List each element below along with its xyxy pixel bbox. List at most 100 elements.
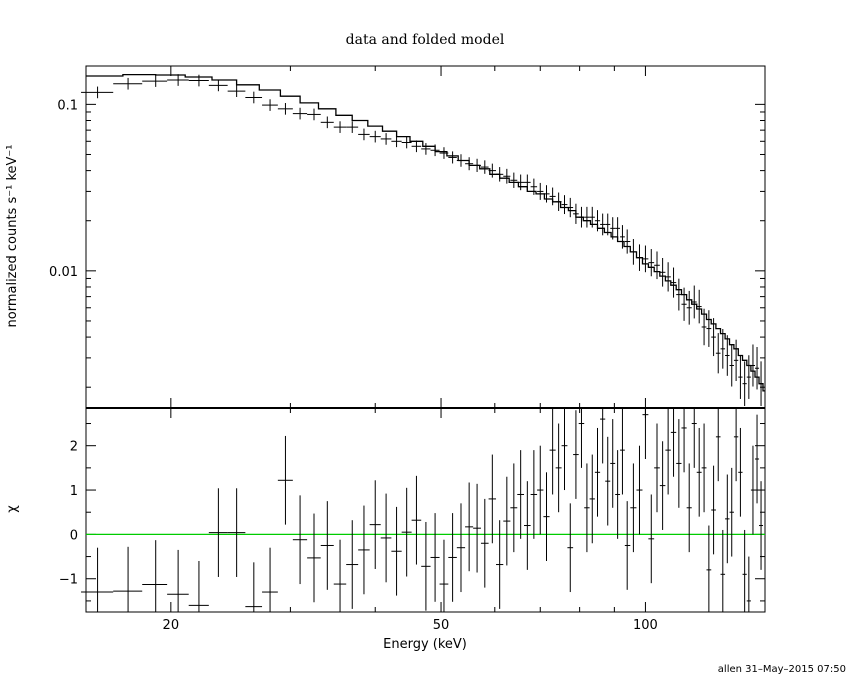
residual-point: [636, 445, 643, 535]
data-point: [610, 217, 616, 240]
y-tick-label-top: 0.1: [57, 98, 78, 113]
residual-point: [346, 520, 359, 609]
data-point: [307, 108, 321, 121]
data-point: [245, 91, 263, 104]
data-point: [630, 239, 637, 265]
residual-point: [665, 408, 671, 495]
data-point: [369, 130, 381, 143]
residual-point: [480, 498, 489, 588]
data-point: [421, 143, 431, 155]
residual-point: [742, 529, 747, 612]
data-point: [681, 287, 687, 321]
residual-point: [510, 463, 518, 553]
data-point: [573, 203, 579, 224]
residual-point: [594, 427, 601, 517]
data-point: [715, 333, 721, 374]
x-tick-label: 20: [163, 618, 180, 633]
data-point: [605, 213, 611, 236]
data-point: [555, 192, 562, 211]
data-point: [725, 335, 730, 376]
residual-point: [208, 488, 228, 577]
data-point: [510, 172, 518, 188]
y-axis-label-top: normalized counts s⁻¹ keV⁻¹: [5, 145, 20, 328]
residual-point: [537, 445, 544, 535]
residual-point: [630, 463, 637, 553]
residual-point: [465, 482, 474, 572]
y-tick-label-bottom: 0: [70, 528, 78, 543]
residual-point: [561, 408, 568, 491]
data-point: [391, 135, 402, 148]
residual-point: [245, 562, 263, 612]
data-point: [439, 147, 449, 159]
residual-point: [113, 546, 143, 612]
data-point: [262, 99, 278, 111]
data-point: [584, 206, 590, 228]
data-point: [292, 107, 308, 120]
data-point: [738, 355, 743, 399]
residual-point: [320, 501, 334, 590]
data-point: [81, 86, 114, 99]
data-point: [578, 206, 585, 228]
data-point: [589, 206, 595, 228]
residual-point: [676, 419, 682, 508]
data-point: [142, 75, 168, 87]
residual-point: [227, 488, 246, 577]
residual-point: [670, 408, 677, 477]
data-point: [320, 116, 334, 129]
residual-point: [706, 525, 712, 612]
residual-point: [750, 445, 756, 535]
residual-point: [543, 472, 550, 561]
data-point: [561, 195, 568, 215]
data-point: [659, 257, 666, 287]
residual-point: [648, 494, 655, 584]
data-point: [676, 278, 682, 311]
residual-point: [430, 513, 440, 602]
data-point: [720, 329, 726, 369]
residual-panel: 20 50 100 −1 0 1 2: [59, 407, 766, 633]
data-point: [759, 361, 764, 407]
residual-point: [358, 505, 370, 595]
residual-point: [711, 465, 716, 555]
data-point: [642, 245, 649, 273]
residual-point: [517, 450, 525, 539]
residual-point: [720, 529, 726, 612]
residual-point: [729, 467, 734, 557]
residual-point: [421, 521, 431, 611]
residual-point: [642, 408, 649, 459]
data-point: [188, 74, 209, 87]
residual-point: [620, 408, 625, 495]
residual-point: [496, 520, 504, 609]
data-point: [517, 174, 525, 191]
data-point: [346, 121, 359, 133]
data-point: [665, 262, 671, 292]
residual-point: [188, 561, 209, 612]
residual-point: [380, 493, 392, 583]
residual-point: [755, 414, 760, 504]
residual-point: [456, 503, 466, 593]
data-point: [706, 310, 712, 347]
residual-point: [555, 423, 562, 513]
data-point: [227, 85, 246, 98]
data-point: [480, 160, 489, 174]
data-point: [488, 163, 497, 178]
residual-point: [686, 463, 692, 553]
residual-point: [681, 408, 687, 473]
residual-point: [448, 513, 457, 602]
residual-point: [391, 506, 402, 596]
data-point: [733, 339, 739, 381]
data-point: [473, 158, 481, 172]
data-point: [208, 79, 228, 92]
bottom-plot-frame: [85, 407, 766, 613]
residual-point: [701, 423, 707, 513]
spectrum-panel: 0.01 0.1: [49, 65, 766, 409]
residual-point: [600, 408, 606, 464]
y-tick-label-top: 0.01: [49, 265, 78, 280]
residual-point: [738, 427, 743, 517]
residual-point: [610, 419, 616, 508]
residual-point: [589, 454, 595, 544]
residual-point: [691, 408, 697, 468]
data-point: [654, 251, 660, 280]
chart-title: data and folded model: [346, 32, 505, 48]
data-point: [401, 136, 412, 149]
data-point: [113, 77, 143, 90]
